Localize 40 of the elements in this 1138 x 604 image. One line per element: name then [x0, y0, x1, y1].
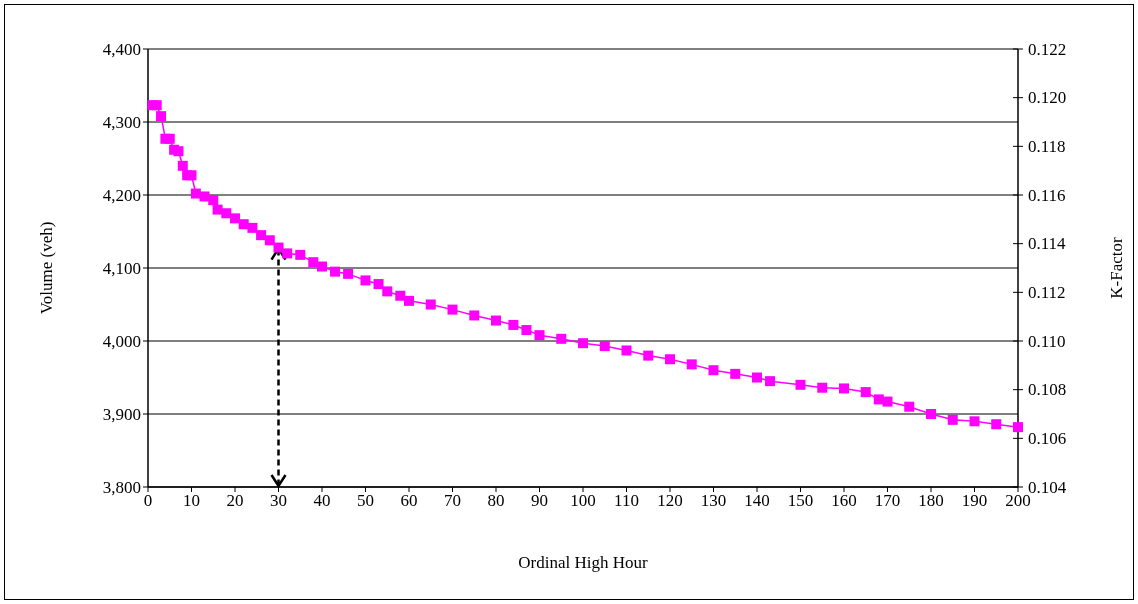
y2-tick-label: 0.110 — [1028, 331, 1066, 351]
y-tick-label: 4,000 — [102, 331, 141, 351]
x-tick-label: 150 — [787, 491, 814, 510]
y-tick-label: 3,800 — [102, 477, 141, 497]
x-tick-label: 50 — [357, 491, 374, 510]
x-tick-label: 20 — [226, 491, 244, 510]
x-tick-label: 90 — [531, 491, 548, 510]
x-tick-label: 0 — [143, 491, 153, 510]
y-tick-label: 3,900 — [102, 404, 141, 424]
y2-tick-label: 0.112 — [1028, 282, 1066, 302]
y2-tick-label: 0.106 — [1028, 428, 1067, 448]
y2-tick-label: 0.120 — [1028, 88, 1067, 108]
x-tick-label: 80 — [487, 491, 505, 510]
y-tick-label: 4,400 — [102, 39, 141, 59]
x-tick-label: 110 — [614, 491, 639, 510]
x-tick-label: 40 — [313, 491, 331, 510]
y2-tick-label: 0.118 — [1028, 136, 1066, 156]
y2-tick-label: 0.116 — [1028, 185, 1066, 205]
y-tick-label: 4,100 — [102, 258, 141, 278]
y2-axis-title: K-Factor — [1107, 236, 1126, 299]
x-tick-label: 30 — [270, 491, 287, 510]
x-tick-label: 160 — [831, 491, 857, 510]
y2-tick-label: 0.108 — [1028, 380, 1067, 400]
y2-tick-label: 0.122 — [1028, 39, 1067, 59]
x-axis-title: Ordinal High Hour — [518, 553, 649, 572]
x-tick-label: 180 — [918, 491, 944, 510]
y-axis-title: Volume (veh) — [37, 221, 56, 315]
x-tick-label: 140 — [744, 491, 770, 510]
x-tick-label: 130 — [700, 491, 727, 510]
y2-tick-label: 0.114 — [1028, 234, 1067, 254]
x-tick-label: 70 — [444, 491, 461, 510]
y-tick-label: 4,300 — [102, 112, 141, 132]
x-tick-label: 60 — [400, 491, 418, 510]
x-tick-label: 170 — [874, 491, 901, 510]
x-tick-label: 100 — [570, 491, 596, 510]
x-tick-label: 10 — [183, 491, 200, 510]
y-tick-label: 4,200 — [102, 185, 141, 205]
x-tick-label: 120 — [657, 491, 683, 510]
y2-tick-label: 0.104 — [1028, 477, 1067, 497]
x-tick-label: 190 — [961, 491, 988, 510]
